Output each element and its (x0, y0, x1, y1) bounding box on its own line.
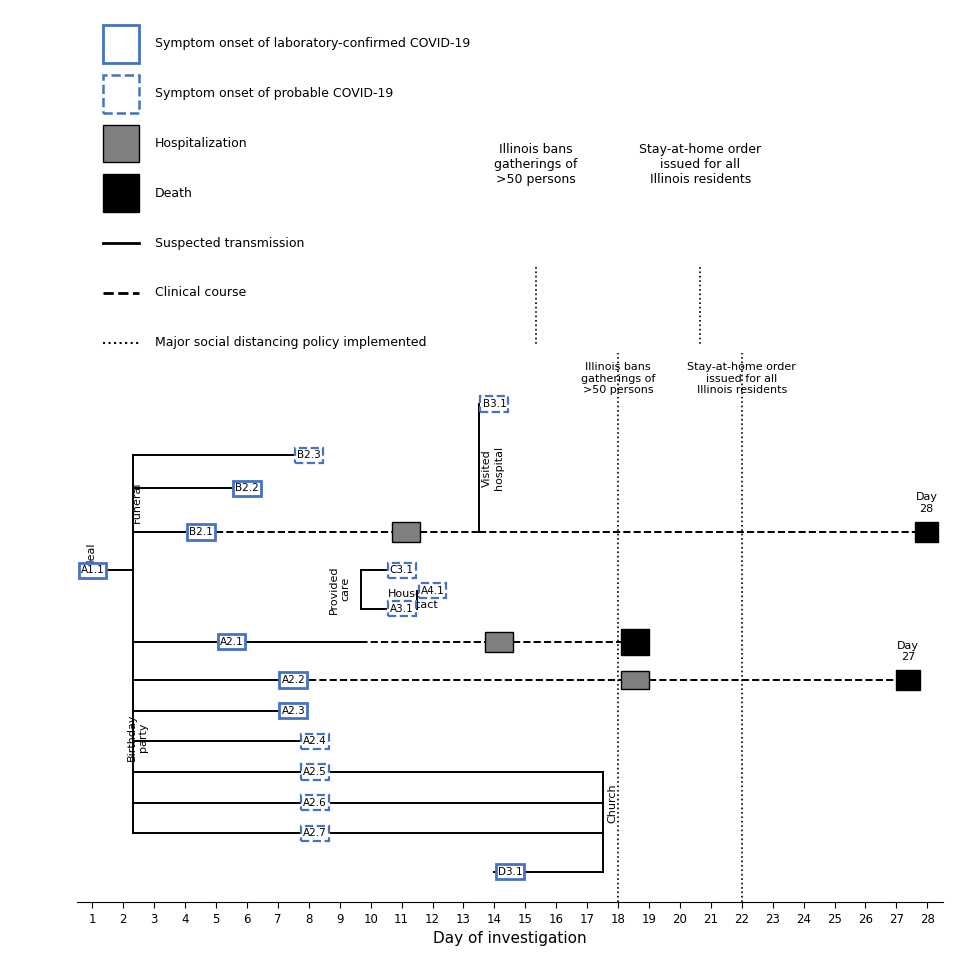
FancyBboxPatch shape (387, 563, 415, 578)
Text: Provided
care: Provided care (329, 565, 350, 613)
FancyBboxPatch shape (103, 175, 139, 212)
FancyBboxPatch shape (280, 672, 307, 687)
Text: Clinical course: Clinical course (155, 286, 246, 300)
Bar (621, 671, 649, 689)
Text: A2.6: A2.6 (303, 798, 327, 807)
FancyBboxPatch shape (79, 563, 107, 578)
FancyBboxPatch shape (301, 733, 329, 749)
X-axis label: Day of investigation: Day of investigation (432, 931, 586, 947)
FancyBboxPatch shape (301, 764, 329, 780)
FancyBboxPatch shape (301, 795, 329, 810)
Text: Day
27: Day 27 (896, 640, 918, 662)
Text: Meal: Meal (86, 541, 96, 568)
FancyBboxPatch shape (295, 447, 323, 463)
Text: Funeral: Funeral (132, 482, 142, 523)
Text: Stay-at-home order
issued for all
Illinois residents: Stay-at-home order issued for all Illino… (639, 143, 760, 185)
Text: Hospitalization: Hospitalization (155, 137, 247, 150)
Text: Suspected transmission: Suspected transmission (155, 236, 304, 250)
Text: A3.1: A3.1 (389, 604, 413, 613)
FancyBboxPatch shape (186, 524, 214, 540)
Text: B2.1: B2.1 (188, 527, 212, 537)
Text: Day
28: Day 28 (915, 492, 937, 514)
Text: Birthday
party: Birthday party (126, 714, 148, 761)
FancyBboxPatch shape (496, 864, 523, 879)
Text: A2.5: A2.5 (303, 767, 327, 777)
Bar (392, 521, 420, 542)
Text: A2.4: A2.4 (303, 736, 327, 747)
Text: Illinois bans
gatherings of
>50 persons: Illinois bans gatherings of >50 persons (494, 143, 577, 185)
Text: B2.2: B2.2 (234, 484, 259, 493)
Text: A2.1: A2.1 (219, 636, 243, 647)
FancyBboxPatch shape (301, 826, 329, 841)
Bar (484, 632, 512, 652)
Text: B3.1: B3.1 (482, 399, 505, 409)
Text: D3.1: D3.1 (497, 867, 522, 876)
Text: Death: Death (155, 187, 192, 200)
FancyBboxPatch shape (103, 25, 139, 62)
Bar (896, 670, 919, 690)
Text: A2.2: A2.2 (282, 675, 305, 685)
Text: Illinois bans
gatherings of
>50 persons: Illinois bans gatherings of >50 persons (580, 362, 654, 396)
Text: Symptom onset of probable COVID-19: Symptom onset of probable COVID-19 (155, 87, 393, 100)
Text: Church: Church (606, 783, 617, 823)
FancyBboxPatch shape (280, 703, 307, 718)
Text: Major social distancing policy implemented: Major social distancing policy implement… (155, 336, 426, 349)
Text: A2.7: A2.7 (303, 828, 327, 838)
Text: A4.1: A4.1 (420, 586, 444, 595)
FancyBboxPatch shape (480, 396, 507, 412)
Text: C3.1: C3.1 (389, 565, 413, 575)
FancyBboxPatch shape (103, 125, 139, 162)
FancyBboxPatch shape (418, 583, 446, 598)
FancyBboxPatch shape (217, 635, 245, 649)
Bar (914, 521, 937, 542)
Bar (621, 629, 649, 655)
Text: Symptom onset of laboratory-confirmed COVID-19: Symptom onset of laboratory-confirmed CO… (155, 37, 470, 51)
FancyBboxPatch shape (103, 75, 139, 112)
Text: A2.3: A2.3 (282, 706, 305, 716)
FancyBboxPatch shape (387, 601, 415, 616)
Text: B2.3: B2.3 (297, 450, 320, 460)
Text: Stay-at-home order
issued for all
Illinois residents: Stay-at-home order issued for all Illino… (686, 362, 796, 396)
Text: Visited
hospital: Visited hospital (481, 445, 504, 490)
Text: Household
contact: Household contact (387, 588, 446, 611)
FancyBboxPatch shape (233, 481, 260, 496)
Text: A1.1: A1.1 (81, 565, 104, 575)
